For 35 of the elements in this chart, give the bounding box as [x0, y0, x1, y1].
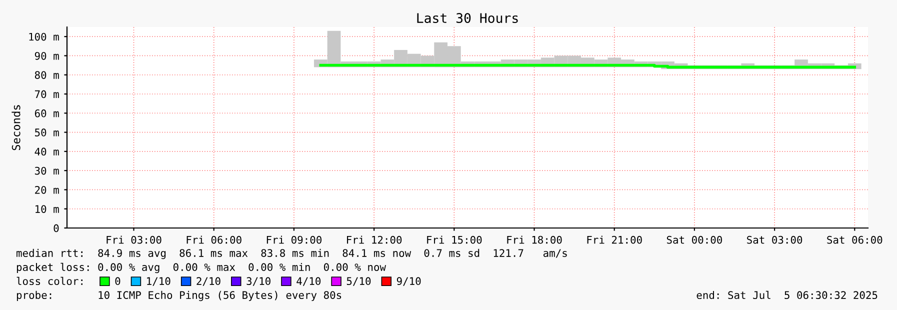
- text: end: Sat Jul 5 06:30:32 2025: [696, 290, 878, 300]
- y-tick-label: 60 m: [34, 109, 59, 118]
- y-tick-label: 50 m: [35, 128, 59, 136]
- legend-label: 4/10: [296, 277, 321, 286]
- legend-label: 1/10: [147, 277, 170, 286]
- legend-label: 9/10: [396, 277, 421, 286]
- x-tick-label: Fri 12:00: [347, 236, 402, 244]
- legend-label: 3/10: [246, 277, 270, 286]
- x-tick-label: Sat 03:00: [747, 236, 802, 244]
- x-tick-label: Fri 06:00: [186, 236, 242, 244]
- x-tick-label: Fri 18:00: [507, 236, 562, 244]
- chart-title: Last 30 Hours: [417, 13, 518, 24]
- legend-label: 2/10: [196, 277, 220, 286]
- y-tick-label: 90 m: [34, 52, 59, 60]
- x-tick-label: Sat 06:00: [827, 236, 882, 244]
- y-tick-label: 30 m: [34, 166, 59, 175]
- legend-label: 5/10: [346, 277, 371, 286]
- text: median rtt: 84.9 ms avg 86.1 ms max 83.8 ms min 84.1 ms now 0.7 ms sd 121.7 am/s: [16, 248, 567, 260]
- text: loss color:: [16, 276, 82, 286]
- x-tick-label: Fri 21:00: [587, 236, 642, 244]
- y-tick-label: 10 m: [36, 205, 59, 213]
- x-tick-label: Fri 03:00: [106, 236, 162, 244]
- legend-label: 0: [115, 277, 120, 286]
- y-tick-label: 0: [54, 224, 59, 232]
- y-tick-label: 40 m: [34, 148, 59, 156]
- x-tick-label: Fri 09:00: [266, 236, 322, 244]
- y-tick-label: 20 m: [35, 186, 59, 194]
- x-tick-label: Sat 00:00: [666, 236, 722, 244]
- text: packet loss: 0.00 % avg 0.00 % max 0.00 % min 0.00 % now: [16, 262, 386, 274]
- text: probe: 10 ICMP Echo Pings (56 Bytes) every 80s: [16, 290, 342, 302]
- y-tick-label: 80 m: [34, 71, 59, 79]
- y-axis-title: Seconds: [12, 105, 20, 150]
- x-tick-label: Fri 15:00: [427, 236, 482, 244]
- y-tick-label: 100 m: [29, 32, 59, 41]
- y-tick-label: 70 m: [34, 90, 59, 98]
